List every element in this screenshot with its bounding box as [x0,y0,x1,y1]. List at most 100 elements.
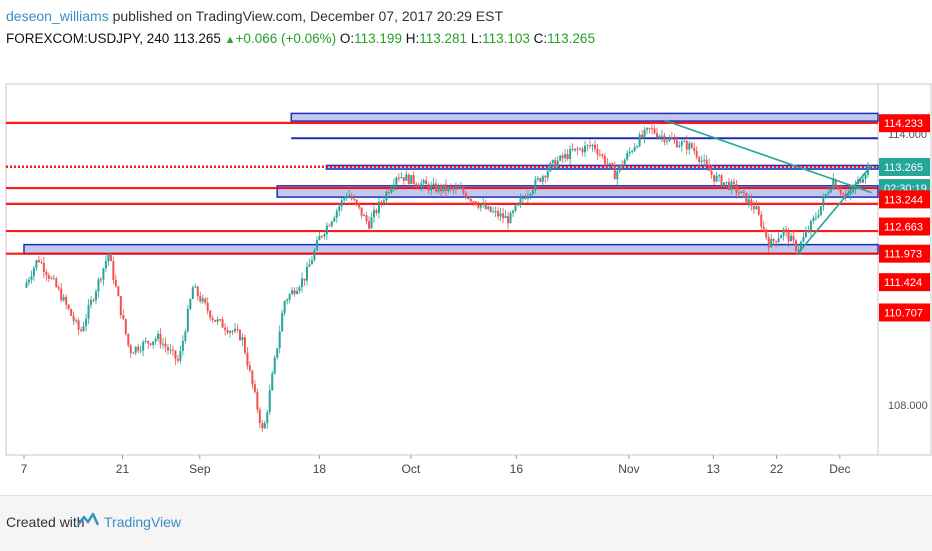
candle [723,182,726,186]
tradingview-brand[interactable]: TradingView [104,514,182,530]
candle [50,277,53,279]
candle [623,159,626,166]
candle [258,409,261,424]
price-label: 110.707 [884,307,923,319]
candle [827,192,830,194]
candle [27,279,30,283]
candle [370,217,373,229]
candle [792,235,795,241]
candle [211,317,214,320]
candle [243,337,246,353]
high-value: 113.281 [419,31,468,46]
candle [400,177,403,179]
candle [464,193,467,199]
candle [834,179,837,188]
candle [668,138,671,141]
author-link[interactable]: deseon_williams [6,8,109,24]
price-label: 114.233 [884,118,923,130]
candle [683,141,686,143]
candle [497,211,500,217]
candle [229,331,232,333]
candle [266,412,269,424]
candles-group [25,123,869,432]
candle [179,350,182,361]
candle [201,298,204,302]
price-label-box [879,190,930,209]
candle [219,319,222,321]
candle [301,278,304,288]
candle [613,166,616,180]
candle [457,187,460,189]
candle [261,423,264,429]
candle [596,148,599,155]
price-change: +0.066 (+0.06%) [235,31,337,46]
candle [504,216,507,219]
candle [621,164,624,166]
price-chart[interactable]: 114.000108.000114.233113.26502:30:19113.… [0,0,932,495]
candle [462,188,465,194]
candle [472,201,475,203]
candle [94,291,97,301]
candle [737,192,740,194]
candle [152,341,155,345]
price-label: 111.973 [884,249,922,261]
candle [797,249,800,251]
candle [579,148,582,150]
price-label: 113.265 [884,162,923,174]
candle [407,174,410,184]
candle [363,215,366,217]
close-value: 113.265 [547,31,595,46]
candle [569,149,572,160]
candle [251,370,254,385]
candle [680,141,683,146]
candle [288,294,291,300]
candle [646,127,649,130]
candle [139,350,142,352]
candle [72,315,75,321]
candle [224,327,227,331]
last-price: 113.265 [173,31,221,46]
candle [626,153,629,160]
candle [236,328,239,330]
candle [641,134,644,138]
candle [586,145,589,147]
candle [117,286,120,297]
candle [750,199,753,206]
candle [807,230,810,232]
candle [189,299,192,310]
candle [132,352,135,354]
candle [601,154,604,156]
price-label-box [879,244,930,263]
candle [782,229,785,236]
candle [248,365,251,371]
candle [360,207,363,216]
candle [502,213,505,219]
candle [519,198,522,203]
candle [129,345,132,354]
support-resistance-zone [290,112,879,122]
candle [651,127,654,129]
candle [690,143,693,148]
symbol-line: FOREXCOM:USDJPY, 240 113.265 ▲+0.066 (+0… [6,31,595,46]
candle [318,236,321,241]
candle [541,176,544,182]
candle [204,298,207,303]
candle [149,343,152,345]
candle [323,234,326,237]
candle [767,237,770,248]
candle [648,127,651,129]
candle [256,391,259,410]
candle [392,184,395,189]
candle [234,328,236,332]
candle [665,140,668,142]
candle [209,310,212,318]
candle [109,253,112,262]
candle [516,202,519,206]
candle [385,191,388,201]
candle [795,240,798,251]
candle [705,159,708,165]
candle [164,343,167,348]
candle [315,240,318,251]
candle [169,349,172,351]
candle [531,190,534,195]
